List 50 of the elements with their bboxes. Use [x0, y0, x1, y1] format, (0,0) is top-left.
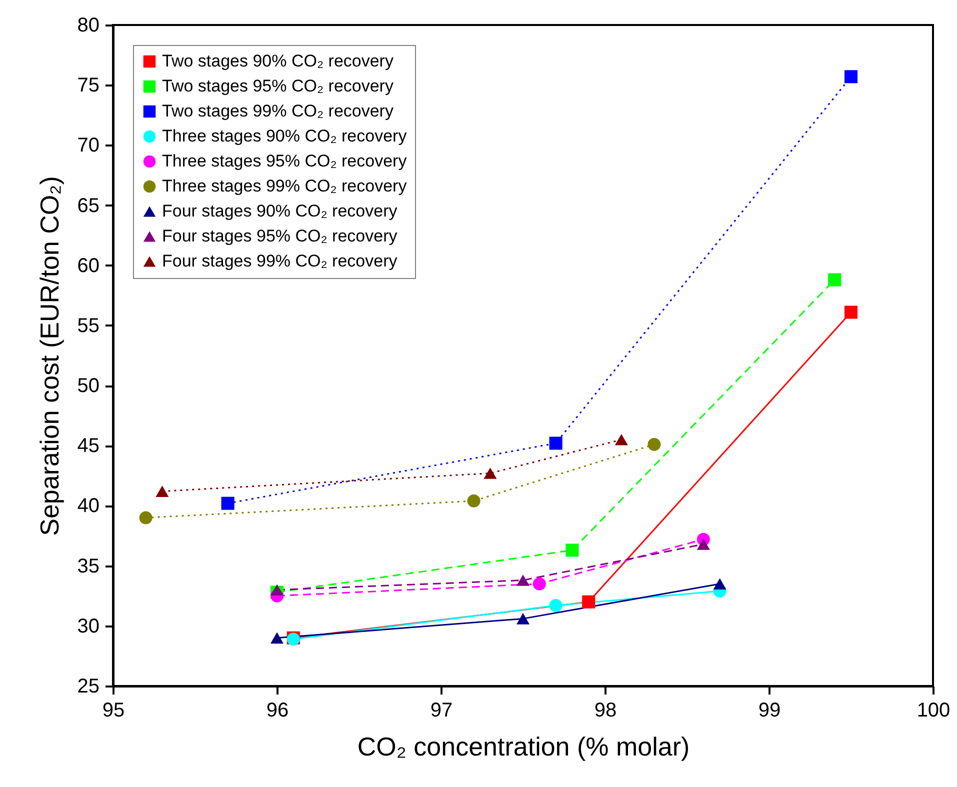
- y-tick-label: 70: [77, 134, 100, 157]
- point: [713, 578, 726, 590]
- legend-label: Three stages 90% CO₂ recovery: [162, 126, 408, 146]
- point: [270, 632, 284, 644]
- y-tick-label: 80: [77, 14, 100, 36]
- point: [844, 70, 858, 84]
- point: [516, 613, 530, 624]
- point: [221, 496, 234, 510]
- x-tick-label: 100: [916, 700, 950, 722]
- y-tick-label: 25: [77, 676, 100, 698]
- y-tick-label: 55: [77, 314, 100, 337]
- point: [139, 511, 152, 524]
- legend-label: Two stages 90% CO₂ recovery: [162, 52, 394, 70]
- point: [467, 494, 480, 508]
- x-axis-title: CO₂ concentration (% molar): [357, 732, 690, 762]
- legend-label: Three stages 95% CO₂ recovery: [162, 152, 408, 170]
- point: [566, 544, 579, 557]
- point: [696, 538, 710, 550]
- y-tick-label: 75: [77, 74, 100, 97]
- x-tick-label: 95: [102, 700, 125, 722]
- point: [484, 468, 497, 479]
- legend-label: Two stages 99% CO₂ recovery: [162, 102, 394, 120]
- point: [516, 574, 530, 586]
- legend-label: Two stages 95% CO₂ recovery: [162, 76, 394, 96]
- y-tick-label: 30: [77, 615, 100, 638]
- point: [270, 584, 284, 596]
- legend-label: Four stages 99% CO₂ recovery: [162, 252, 398, 270]
- y-tick-label: 45: [77, 435, 100, 458]
- point: [648, 438, 661, 451]
- point: [549, 598, 562, 612]
- x-tick-label: 96: [266, 700, 289, 722]
- x-tick-label: 98: [594, 700, 617, 722]
- point: [549, 436, 562, 450]
- point: [156, 486, 169, 497]
- y-axis-title: Separation cost (EUR/ton CO₂): [34, 176, 64, 536]
- x-tick-label: 99: [758, 700, 781, 722]
- legend-label: Four stages 95% CO₂ recovery: [162, 226, 398, 246]
- point: [582, 595, 596, 608]
- point: [532, 577, 546, 590]
- point: [844, 306, 858, 319]
- y-tick-label: 40: [77, 495, 100, 518]
- legend-label: Four stages 90% CO₂ recovery: [162, 202, 398, 220]
- x-tick-label: 97: [430, 700, 453, 722]
- point: [614, 434, 628, 446]
- y-tick-label: 65: [77, 194, 100, 217]
- y-tick-label: 60: [77, 254, 100, 277]
- legend-label: Three stages 99% CO₂ recovery: [162, 176, 408, 196]
- point: [828, 273, 842, 286]
- y-tick-label: 50: [77, 375, 100, 398]
- y-tick-label: 35: [77, 555, 100, 578]
